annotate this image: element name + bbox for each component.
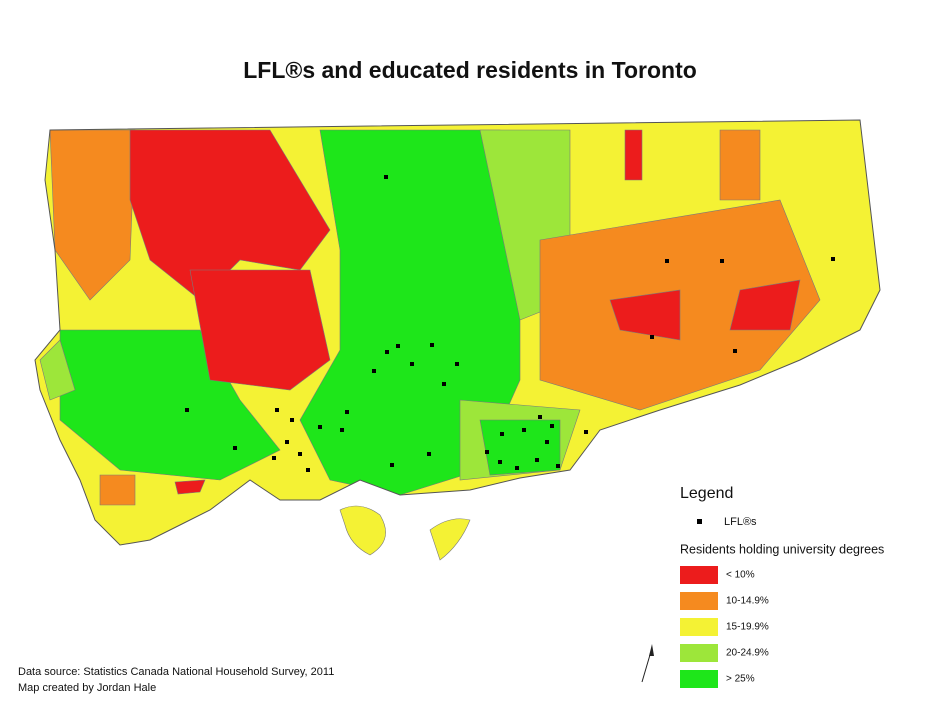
lfl-point xyxy=(430,343,434,347)
lfl-point xyxy=(650,335,654,339)
regions xyxy=(35,120,880,545)
lfl-point xyxy=(535,458,539,462)
lfl-point xyxy=(385,350,389,354)
lfl-point xyxy=(384,175,388,179)
lfl-point xyxy=(285,440,289,444)
lfl-point xyxy=(427,452,431,456)
region xyxy=(39,339,76,401)
legend-swatch xyxy=(680,644,718,662)
lfl-point xyxy=(340,428,344,432)
lfl-point xyxy=(396,344,400,348)
region xyxy=(129,129,331,301)
lfl-point xyxy=(831,257,835,261)
footer-source: Data source: Statistics Canada National … xyxy=(18,666,334,678)
legend-swatch xyxy=(680,566,718,584)
lfl-point xyxy=(306,468,310,472)
lfl-point xyxy=(500,432,504,436)
island xyxy=(429,518,471,561)
legend-classes-title: Residents holding university degrees xyxy=(680,542,884,556)
region xyxy=(729,279,801,331)
lfl-point xyxy=(410,362,414,366)
lfl-point xyxy=(372,369,376,373)
lfl-point xyxy=(556,464,560,468)
lfl-point xyxy=(345,410,349,414)
lfl-point xyxy=(485,450,489,454)
legend-swatch xyxy=(680,592,718,610)
lfl-point xyxy=(733,349,737,353)
legend-class-label: 20-24.9% xyxy=(726,648,769,659)
lfl-point xyxy=(442,382,446,386)
legend-class-label: < 10% xyxy=(726,570,755,581)
lfl-point xyxy=(550,424,554,428)
lfl-point xyxy=(272,456,276,460)
legend-swatch xyxy=(680,670,718,688)
lfl-point xyxy=(185,408,189,412)
lfl-points xyxy=(185,175,835,472)
lfl-point xyxy=(298,452,302,456)
island xyxy=(339,505,386,556)
city-outline xyxy=(34,119,881,546)
legend-class-label: > 25% xyxy=(726,674,755,685)
north-arrow xyxy=(641,644,654,683)
lfl-point xyxy=(233,446,237,450)
region xyxy=(189,269,331,391)
legend-swatch xyxy=(680,618,718,636)
legend-class-label: 15-19.9% xyxy=(726,622,769,633)
footer-credit: Map created by Jordan Hale xyxy=(18,682,156,694)
legend-point-label: LFL®s xyxy=(724,516,757,528)
map-title: LFL®s and educated residents in Toronto xyxy=(243,57,697,83)
lfl-point xyxy=(290,418,294,422)
lfl-point xyxy=(455,362,459,366)
legend-class-label: 10-14.9% xyxy=(726,596,769,607)
region xyxy=(624,129,643,181)
lfl-point xyxy=(275,408,279,412)
region xyxy=(49,129,136,301)
legend-title: Legend xyxy=(680,485,733,502)
lfl-point xyxy=(545,440,549,444)
lfl-point xyxy=(522,428,526,432)
region xyxy=(609,289,681,341)
region xyxy=(174,479,206,495)
region xyxy=(719,129,761,201)
lfl-point xyxy=(584,430,588,434)
lfl-point xyxy=(390,463,394,467)
lfl-point xyxy=(720,259,724,263)
lfl-point xyxy=(498,460,502,464)
region xyxy=(99,474,136,506)
lfl-point xyxy=(515,466,519,470)
region xyxy=(479,419,561,476)
lfl-point xyxy=(665,259,669,263)
legend-point-symbol xyxy=(697,519,702,524)
lfl-point xyxy=(538,415,542,419)
lfl-point xyxy=(318,425,322,429)
